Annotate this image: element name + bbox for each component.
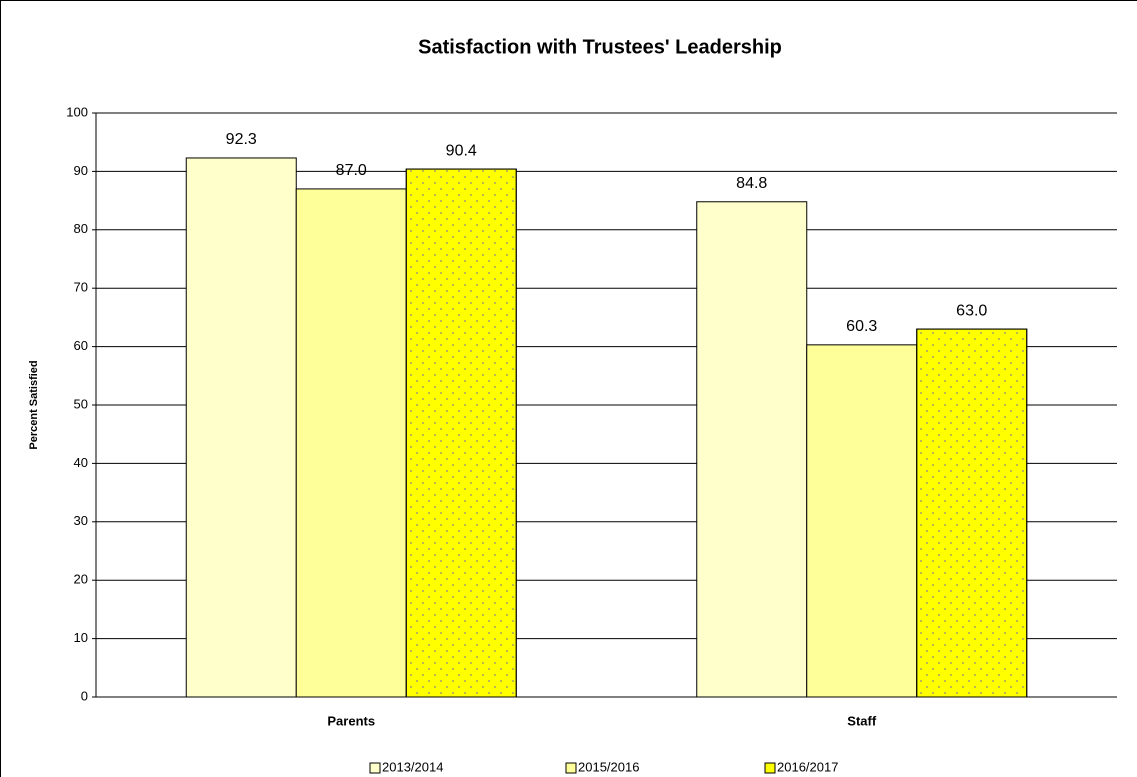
- y-tick-label: 20: [74, 572, 88, 587]
- y-tick-label: 70: [74, 280, 88, 295]
- legend-swatch: [565, 762, 577, 774]
- y-tick-label: 40: [74, 455, 88, 470]
- value-label: 60.3: [846, 318, 877, 335]
- legend-label: 2016/2017: [777, 759, 838, 774]
- x-tick-label: Parents: [327, 713, 375, 728]
- value-label: 63.0: [956, 302, 987, 319]
- y-tick-label: 90: [74, 163, 88, 178]
- y-tick-label: 0: [81, 688, 88, 703]
- x-tick-label: Staff: [847, 713, 877, 728]
- legend-label: 2015/2016: [578, 759, 639, 774]
- y-tick-label: 10: [74, 630, 88, 645]
- y-tick-label: 50: [74, 396, 88, 411]
- value-label: 84.8: [736, 175, 767, 192]
- y-tick-label: 100: [66, 104, 88, 119]
- y-tick-label: 30: [74, 513, 88, 528]
- bar: [806, 344, 918, 698]
- legend-label: 2013/2014: [382, 759, 443, 774]
- legend-swatch: [369, 762, 381, 774]
- value-label: 92.3: [226, 131, 257, 148]
- bar: [295, 188, 407, 698]
- bar-pattern: [405, 168, 517, 698]
- y-tick-label: 80: [74, 221, 88, 236]
- y-axis-label: Percent Satisfied: [28, 360, 40, 449]
- value-label: 90.4: [446, 142, 477, 159]
- y-tick-label: 60: [74, 338, 88, 353]
- chart-title: Satisfaction with Trustees' Leadership: [418, 36, 782, 58]
- bar-pattern: [916, 328, 1028, 698]
- bar: [696, 201, 808, 698]
- legend-swatch: [764, 762, 776, 774]
- bar: [185, 157, 297, 698]
- value-label: 87.0: [336, 162, 367, 179]
